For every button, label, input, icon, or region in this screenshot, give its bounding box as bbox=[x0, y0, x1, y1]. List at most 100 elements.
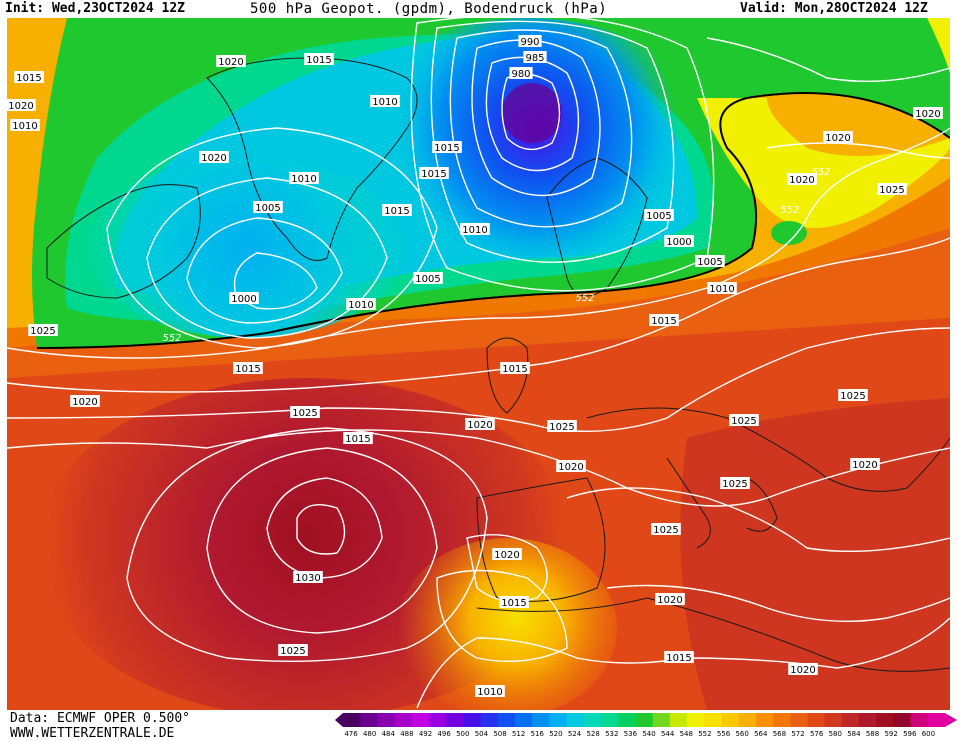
isobar-label: 1015 bbox=[304, 53, 334, 66]
ne-corner-yellow bbox=[927, 18, 950, 73]
svg-text:1015: 1015 bbox=[16, 73, 41, 84]
legend-swatch bbox=[910, 713, 929, 727]
canada-outline bbox=[46, 184, 201, 299]
svg-text:1010: 1010 bbox=[709, 284, 734, 295]
isobar-label: 1020 bbox=[465, 418, 495, 431]
weather-map: 990 985 980 1015 1020 1010 1015 1020 1015 1010 100… bbox=[7, 18, 950, 710]
isobar-label: 1015 bbox=[343, 432, 373, 445]
svg-text:1000: 1000 bbox=[231, 294, 256, 305]
isobar-label: 985 bbox=[523, 51, 547, 64]
legend-swatch bbox=[583, 713, 602, 727]
legend-swatch bbox=[480, 713, 499, 727]
isobar-label: 1015 bbox=[500, 362, 530, 375]
legend-tick-label: 556 bbox=[716, 730, 731, 738]
svg-text:1025: 1025 bbox=[722, 479, 747, 490]
legend-swatch bbox=[721, 713, 740, 727]
mediterranean-warm-zone bbox=[680, 398, 950, 710]
isobar-label: 1020 bbox=[556, 460, 586, 473]
legend-tick-label: 596 bbox=[903, 730, 917, 738]
legend-tick-label: 588 bbox=[865, 730, 880, 738]
svg-text:1010: 1010 bbox=[291, 174, 316, 185]
british-isles-outline bbox=[486, 337, 529, 414]
small-green-cell bbox=[771, 221, 807, 245]
legend-tick-label: 532 bbox=[605, 730, 619, 738]
isobar-label: 1020 bbox=[492, 548, 522, 561]
geopotential-label: 552 bbox=[811, 167, 830, 178]
legend-tick-label: 516 bbox=[530, 730, 544, 738]
legend-tick-label: 568 bbox=[772, 730, 787, 738]
svg-text:1020: 1020 bbox=[8, 101, 33, 112]
legend-swatch bbox=[377, 713, 396, 727]
svg-text:1015: 1015 bbox=[235, 364, 260, 375]
legend-tick-label: 592 bbox=[884, 730, 898, 738]
svg-text:1010: 1010 bbox=[477, 687, 502, 698]
legend-tick-label: 528 bbox=[586, 730, 600, 738]
legend-tick-label: 600 bbox=[921, 730, 936, 738]
svg-text:1025: 1025 bbox=[879, 185, 904, 196]
svg-text:1015: 1015 bbox=[345, 434, 370, 445]
iberian-warm-pool bbox=[397, 538, 617, 710]
isobar-label: 1015 bbox=[664, 651, 694, 664]
legend-swatch bbox=[618, 713, 636, 727]
color-scale-legend bbox=[335, 713, 957, 727]
isobar-label: 1015 bbox=[432, 141, 462, 154]
legend-swatch bbox=[652, 713, 671, 727]
isobar-label: 1025 bbox=[729, 414, 759, 427]
svg-text:1010: 1010 bbox=[348, 300, 373, 311]
legend-swatch bbox=[429, 713, 447, 727]
legend-swatch bbox=[841, 713, 860, 727]
isobar-label: 1005 bbox=[695, 255, 725, 268]
svg-text:1015: 1015 bbox=[306, 55, 331, 66]
svg-text:1005: 1005 bbox=[255, 203, 280, 214]
western-low bbox=[87, 158, 407, 338]
website: WWW.WETTERZENTRALE.DE bbox=[10, 726, 175, 741]
svg-text:1020: 1020 bbox=[825, 133, 850, 144]
svg-text:1020: 1020 bbox=[915, 109, 940, 120]
isobar-label: 1020 bbox=[788, 663, 818, 676]
legend-tick-label: 576 bbox=[809, 730, 824, 738]
isobar-label: 1015 bbox=[419, 167, 449, 180]
svg-text:1015: 1015 bbox=[502, 364, 527, 375]
legend-swatch bbox=[738, 713, 757, 727]
legend-swatch bbox=[893, 713, 912, 727]
yellow-tongue bbox=[697, 98, 950, 228]
legend-tick-label: 560 bbox=[735, 730, 749, 738]
legend-tick-label: 480 bbox=[362, 730, 377, 738]
isobar-label: 1025 bbox=[28, 324, 58, 337]
legend-tick-label: 512 bbox=[511, 730, 526, 738]
isobar-label: 1030 bbox=[293, 571, 323, 584]
isobar-label: 1015 bbox=[14, 71, 44, 84]
isobar-label: 1010 bbox=[289, 172, 319, 185]
low-core bbox=[502, 83, 562, 143]
legend-swatch bbox=[687, 713, 705, 727]
valid-time: Valid: Mon,28OCT2024 12Z bbox=[740, 1, 928, 16]
isobar-label: 1020 bbox=[787, 173, 817, 186]
isobar-label: 1010 bbox=[475, 685, 505, 698]
isobar-label: 1025 bbox=[720, 477, 750, 490]
legend-swatch bbox=[463, 713, 482, 727]
legend-tick-label: 504 bbox=[474, 730, 489, 738]
europe-south-coast bbox=[586, 407, 950, 492]
isobar-label: 1020 bbox=[216, 55, 246, 68]
legend-swatch bbox=[549, 713, 568, 727]
data-source: Data: ECMWF OPER 0.500° bbox=[10, 711, 191, 726]
svg-text:1025: 1025 bbox=[30, 326, 55, 337]
svg-text:1020: 1020 bbox=[558, 462, 583, 473]
svg-text:1015: 1015 bbox=[434, 143, 459, 154]
greece-outline bbox=[746, 477, 778, 532]
legend-swatch bbox=[497, 713, 516, 727]
isobar-label: 1025 bbox=[838, 389, 868, 402]
legend-tick-label: 536 bbox=[623, 730, 638, 738]
legend-swatch bbox=[755, 713, 774, 727]
isobar-label: 1020 bbox=[913, 107, 943, 120]
legend-tick-label: 500 bbox=[456, 730, 470, 738]
legend-swatch bbox=[859, 713, 877, 727]
isobar-label: 1010 bbox=[370, 95, 400, 108]
isobar-label: 1020 bbox=[655, 593, 685, 606]
legend-tick-label: 564 bbox=[754, 730, 768, 738]
svg-text:1020: 1020 bbox=[201, 153, 226, 164]
legend-tick-label: 492 bbox=[418, 730, 433, 738]
legend-tick-label: 524 bbox=[567, 730, 582, 738]
legend-tick-label: 520 bbox=[549, 730, 563, 738]
